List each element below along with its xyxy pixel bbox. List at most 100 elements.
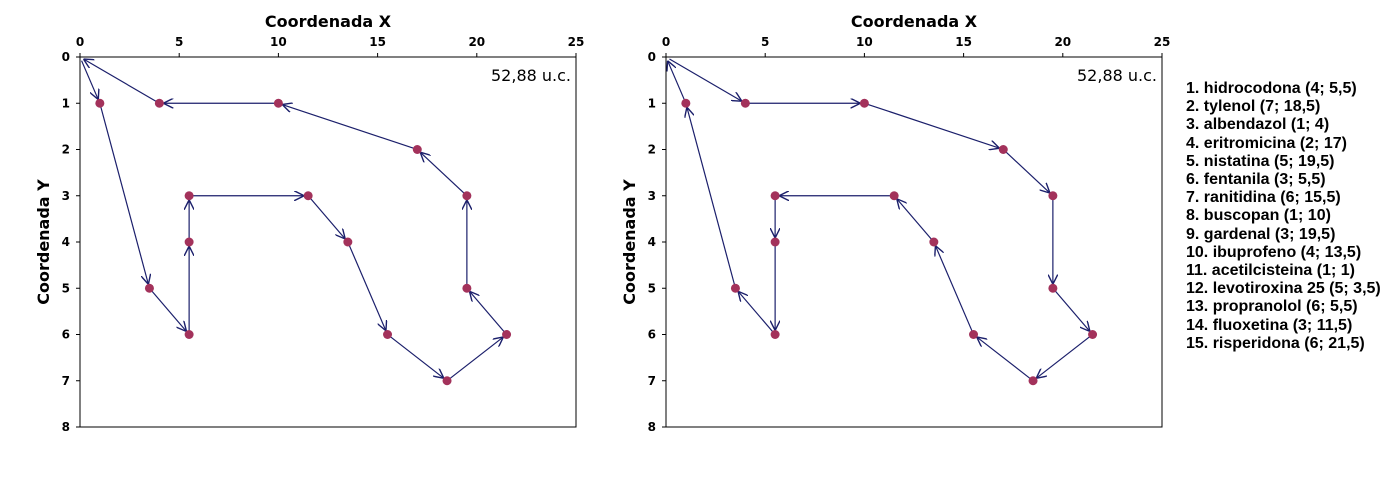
legend-item: 5. nistatina (5; 19,5) — [1186, 152, 1335, 170]
y-tick-label: 7 — [648, 374, 656, 388]
route-segment — [738, 291, 773, 332]
city-point — [95, 98, 105, 108]
route-segment — [310, 198, 345, 239]
y-tick-label: 3 — [62, 189, 70, 203]
route-segment — [1036, 336, 1090, 378]
city-point — [442, 376, 452, 386]
city-point — [1028, 376, 1038, 386]
y-tick-label: 8 — [62, 420, 70, 434]
route-distance-label: 52,88 u.c. — [491, 66, 571, 85]
y-tick-label: 2 — [62, 143, 70, 157]
legend-item: 15. risperidona (6; 21,5) — [1186, 334, 1365, 352]
city-point — [502, 330, 512, 339]
route-distance-label: 52,88 u.c. — [1077, 66, 1157, 85]
x-axis-label: Coordenada X — [851, 12, 978, 31]
legend-item: 3. albendazol (1; 4) — [1186, 116, 1330, 134]
city-point — [770, 330, 780, 339]
x-tick-label: 10 — [856, 35, 873, 49]
city-point — [969, 330, 979, 339]
x-tick-label: 0 — [76, 35, 84, 49]
y-tick-label: 0 — [648, 50, 656, 64]
route-segment — [151, 290, 186, 331]
x-tick-label: 20 — [1054, 35, 1071, 49]
route-segment — [100, 106, 149, 284]
route-segment — [282, 105, 414, 149]
route-segment — [83, 59, 157, 102]
route-segment — [669, 58, 741, 101]
route-segment — [449, 337, 503, 379]
x-tick-label: 5 — [175, 35, 183, 49]
y-tick-label: 6 — [648, 328, 656, 342]
y-tick-label: 8 — [648, 420, 656, 434]
y-tick-label: 1 — [648, 96, 656, 110]
route-segment — [390, 336, 444, 378]
city-point — [383, 330, 393, 339]
legend-item: 8. buscopan (1; 10) — [1186, 207, 1331, 225]
city-point — [1088, 330, 1098, 339]
y-tick-label: 4 — [62, 235, 70, 249]
route-segment — [1005, 151, 1050, 193]
legend-item: 13. propranolol (6; 5,5) — [1186, 298, 1358, 316]
city-point — [303, 191, 313, 201]
city-point — [1048, 191, 1058, 201]
legend-item: 10. ibuprofeno (4; 13,5) — [1186, 243, 1362, 261]
x-tick-label: 15 — [369, 35, 386, 49]
legend-item: 11. acetilcisteina (1; 1) — [1186, 262, 1355, 280]
route-chart-right: 0 5 10 15 20 25 0 1 2 3 4 5 6 7 8 Coordenada X Coordenad… — [620, 12, 1171, 434]
y-axis-label: Coordenada Y — [34, 179, 53, 305]
y-tick-label: 0 — [62, 50, 70, 64]
city-point — [184, 191, 194, 201]
route-chart-left: 0 5 10 15 20 25 0 1 2 3 4 5 6 7 8 Coordenada X Coordenad… — [34, 12, 585, 434]
city-point — [770, 237, 780, 247]
y-tick-label: 2 — [648, 143, 656, 157]
route-segment — [420, 152, 465, 194]
city-point — [154, 98, 164, 108]
city-point — [859, 98, 869, 108]
x-tick-label: 15 — [955, 35, 972, 49]
city-point — [1048, 283, 1058, 293]
legend-item: 14. fluoxetina (3; 11,5) — [1186, 316, 1353, 334]
route-segment — [1055, 290, 1089, 331]
route-segment — [469, 291, 505, 332]
route-segment — [897, 199, 932, 240]
legend-item: 9. gardenal (3; 19,5) — [1186, 225, 1336, 243]
city-point — [184, 237, 194, 247]
city-point — [889, 191, 899, 201]
y-tick-label: 5 — [648, 281, 656, 295]
city-point — [740, 98, 750, 108]
city-point — [343, 237, 353, 247]
plot-frame — [665, 56, 1163, 428]
city-point — [998, 145, 1008, 154]
city-point — [929, 237, 939, 247]
route-segment — [977, 337, 1031, 379]
y-tick-label: 1 — [62, 96, 70, 110]
x-tick-label: 5 — [761, 35, 769, 49]
city-point — [770, 191, 780, 201]
legend-item: 2. tylenol (7; 18,5) — [1186, 98, 1321, 116]
route-segment — [668, 61, 685, 100]
legend-item: 6. fentanila (3; 5,5) — [1186, 171, 1326, 189]
route-segment — [687, 107, 735, 285]
route-segment — [868, 103, 999, 149]
plot-frame — [79, 56, 577, 428]
y-tick-label: 4 — [648, 235, 656, 249]
city-point — [273, 98, 283, 108]
city-point — [681, 98, 691, 108]
route-segment — [935, 246, 973, 332]
city-point — [462, 283, 472, 293]
city-point — [730, 283, 740, 293]
x-tick-label: 20 — [468, 35, 485, 49]
y-tick-label: 3 — [648, 189, 656, 203]
x-tick-label: 0 — [662, 35, 670, 49]
legend-item: 12. levotiroxina 25 (5; 3,5) — [1186, 280, 1381, 298]
city-point — [184, 330, 194, 339]
legend-item: 4. eritromicina (2; 17) — [1186, 134, 1347, 152]
x-tick-label: 10 — [270, 35, 287, 49]
city-point — [462, 191, 472, 201]
y-tick-label: 6 — [62, 328, 70, 342]
x-tick-label: 25 — [568, 35, 585, 49]
x-axis-label: Coordenada X — [265, 12, 392, 31]
x-tick-label: 25 — [1154, 35, 1171, 49]
legend-item: 1. hidrocodona (4; 5,5) — [1186, 80, 1357, 97]
y-axis-label: Coordenada Y — [620, 179, 639, 305]
